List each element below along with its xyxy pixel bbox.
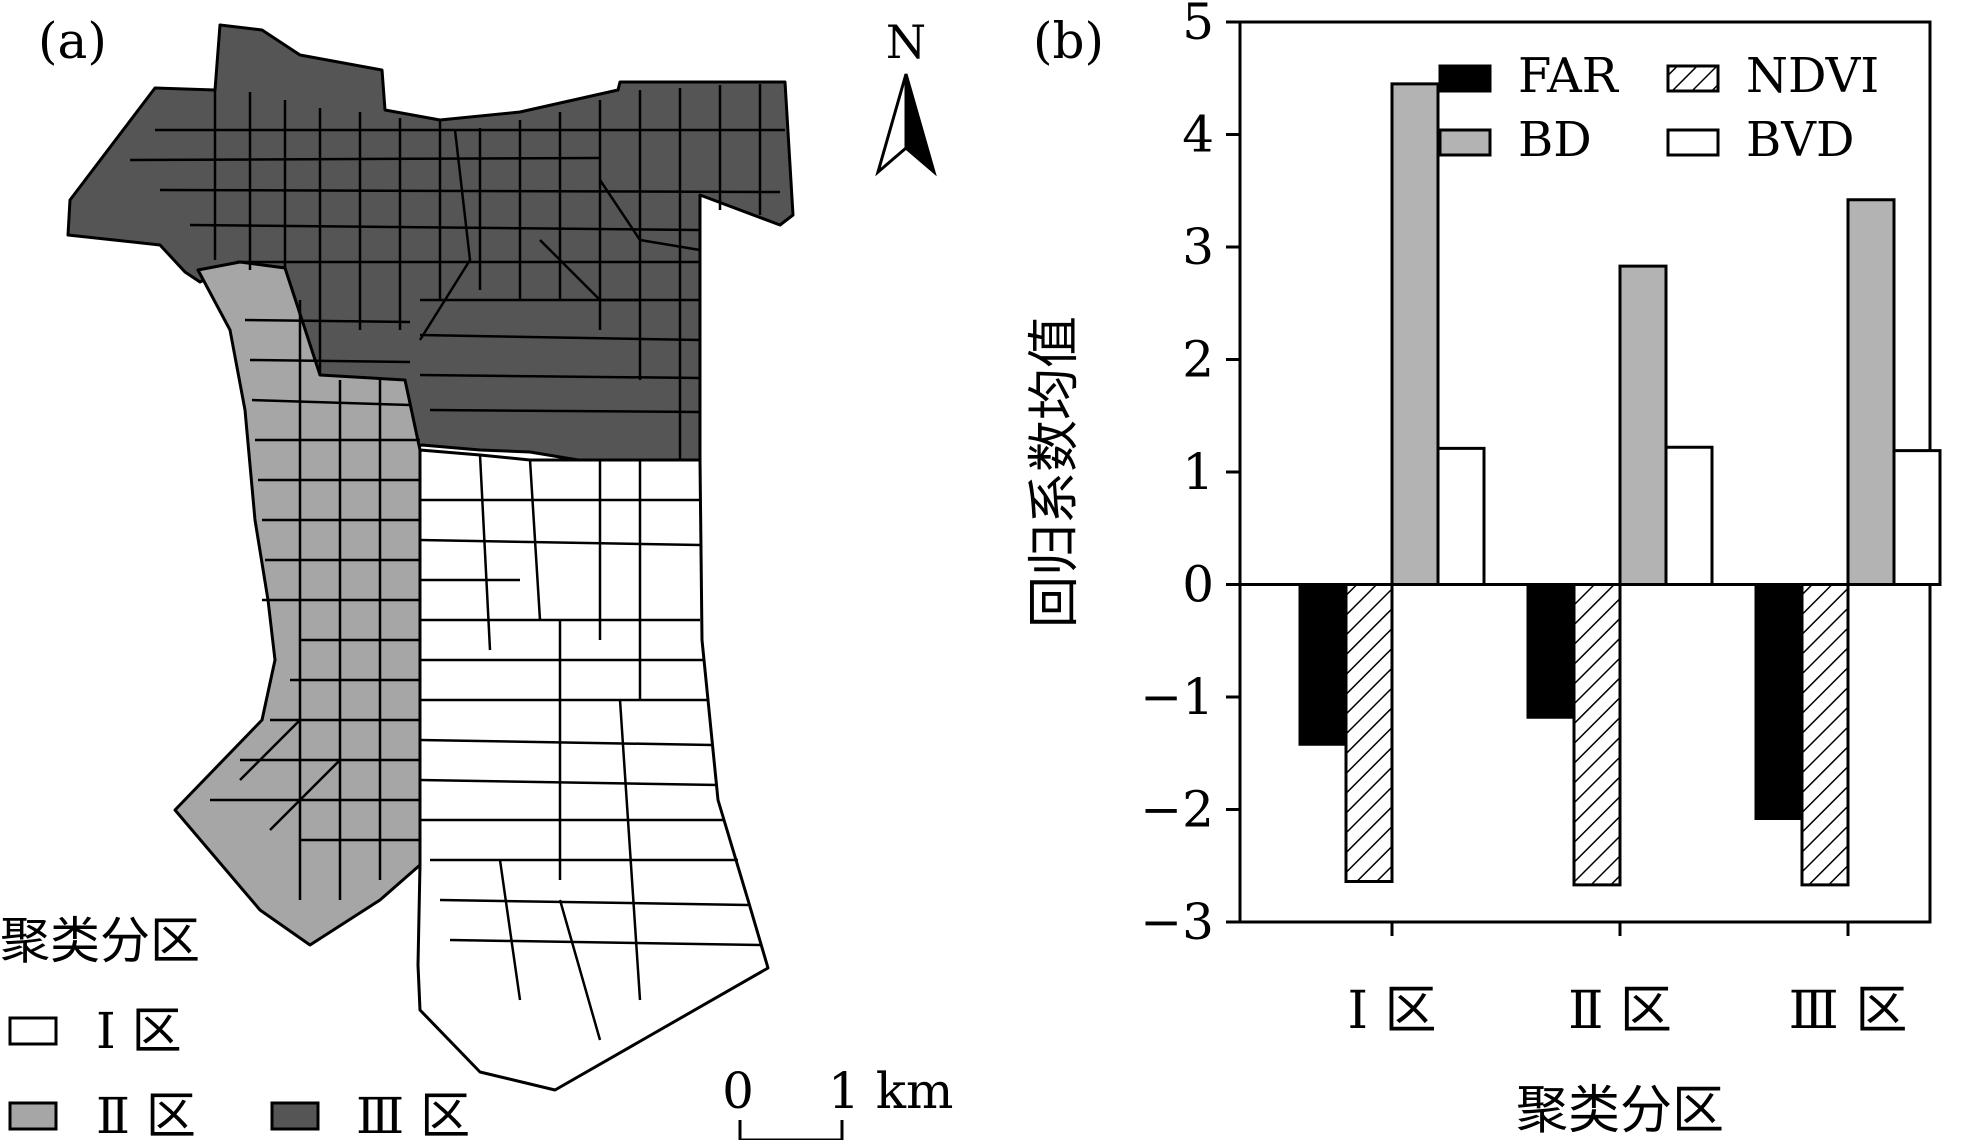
zone-ii-region	[173, 260, 422, 947]
legend-swatch-far	[1438, 64, 1492, 93]
legend-label-bd: BD	[1518, 112, 1592, 168]
category-labels: Ⅰ 区 Ⅱ 区 Ⅲ 区	[1347, 981, 1907, 1041]
y-axis: −3 −2 −1 0 1 2 3 4 5	[1140, 0, 1240, 951]
legend-label-zone-i: Ⅰ 区	[96, 1002, 182, 1060]
x-axis	[1390, 922, 1850, 936]
category-label: Ⅲ 区	[1789, 981, 1908, 1041]
legend-label-ndvi: NDVI	[1746, 48, 1879, 104]
bar-far-2	[1526, 583, 1576, 719]
bar-bvd-1	[1436, 446, 1486, 586]
legend-label-far: FAR	[1518, 48, 1620, 104]
y-tick-label: 5	[1182, 0, 1214, 51]
north-arrow: N	[875, 15, 937, 177]
legend-swatch-bd	[1438, 128, 1492, 157]
block-boundaries	[129, 84, 785, 1041]
legend-swatch-zone-ii	[8, 1101, 58, 1131]
category-label: Ⅰ 区	[1347, 981, 1436, 1041]
x-axis-title: 聚类分区	[1516, 1081, 1724, 1140]
y-tick-label: 0	[1182, 556, 1214, 614]
y-tick-label: 4	[1182, 106, 1214, 164]
cluster-map	[66, 23, 795, 1092]
y-tick-label: 1	[1182, 443, 1214, 501]
y-tick-label: 2	[1182, 331, 1214, 389]
bar-bd-1	[1390, 82, 1440, 586]
north-label: N	[886, 15, 926, 69]
legend-swatch-zone-i	[8, 1016, 58, 1046]
category-label: Ⅱ 区	[1568, 981, 1672, 1041]
y-axis-title: 回归系数均值	[1025, 316, 1085, 628]
bar-ndvi-1	[1344, 583, 1394, 883]
bar-far-3	[1754, 583, 1804, 820]
legend-label-zone-iii: Ⅲ 区	[356, 1087, 470, 1140]
bar-bd-3	[1846, 198, 1896, 586]
legend-label-bvd: BVD	[1746, 112, 1854, 168]
legend-swatch-zone-iii	[270, 1101, 320, 1131]
bar-bvd-3	[1892, 449, 1942, 586]
north-arrow-left-icon	[875, 73, 908, 177]
bar-far-1	[1298, 583, 1348, 746]
panel-a-label: (a)	[38, 12, 107, 70]
panel-a: (a) N 0	[0, 12, 953, 1140]
north-arrow-right-icon	[904, 73, 937, 177]
panel-b: (b) −3 −2 −1 0 1 2 3 4 5 Ⅰ 区 Ⅱ 区 Ⅲ 区 聚类分区 回归系数均值 F…	[1025, 0, 1942, 1140]
bar-ndvi-3	[1800, 583, 1850, 887]
y-tick-label: −3	[1140, 893, 1214, 951]
y-tick-label: 3	[1182, 218, 1214, 276]
scale-bar: 0 1 km	[722, 1062, 953, 1140]
scale-end-label: 1 km	[828, 1062, 953, 1120]
bar-chart: −3 −2 −1 0 1 2 3 4 5 Ⅰ 区 Ⅱ 区 Ⅲ 区 聚类分区 回归系数均值 FAR N…	[1025, 0, 1942, 1140]
bar-bvd-2	[1664, 445, 1714, 586]
chart-legend: FAR NDVI BD BVD	[1438, 48, 1879, 168]
map-legend: 聚类分区 Ⅰ 区 Ⅱ 区 Ⅲ 区	[0, 912, 470, 1140]
legend-title: 聚类分区	[0, 912, 200, 970]
scale-start-label: 0	[722, 1062, 754, 1120]
bar-series	[1298, 82, 1942, 887]
panel-b-label: (b)	[1033, 12, 1104, 70]
legend-swatch-ndvi	[1666, 64, 1720, 93]
zone-iii-region	[66, 23, 795, 462]
legend-swatch-bvd	[1666, 128, 1720, 157]
y-tick-label: −1	[1140, 668, 1214, 726]
legend-label-zone-ii: Ⅱ 区	[96, 1087, 196, 1140]
bar-ndvi-2	[1572, 583, 1622, 887]
bar-bd-2	[1618, 264, 1668, 586]
y-tick-label: −2	[1140, 781, 1214, 839]
zone-i-region	[416, 448, 770, 1092]
